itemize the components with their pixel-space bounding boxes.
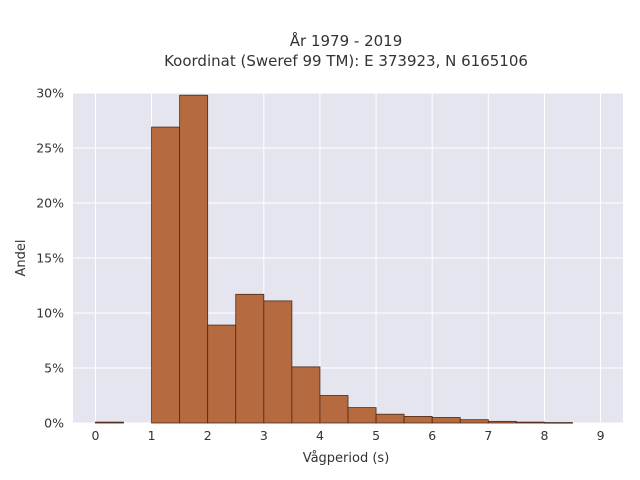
- x-tick-label: 3: [260, 428, 268, 443]
- chart-title-line2: Koordinat (Sweref 99 TM): E 373923, N 61…: [164, 52, 528, 70]
- bar-layer: [95, 94, 573, 424]
- x-tick-label: 1: [148, 428, 156, 443]
- histogram-bar: [207, 324, 237, 424]
- histogram-bar: [347, 407, 377, 424]
- y-tick-label: 5%: [44, 361, 64, 376]
- x-tick-labels: 0 1 2 3 4 5 6 7 8 9: [91, 428, 604, 443]
- histogram-bar: [319, 395, 349, 424]
- y-tick-label: 0%: [44, 416, 64, 431]
- x-tick-label: 2: [204, 428, 212, 443]
- x-tick-label: 9: [597, 428, 605, 443]
- histogram-bar: [515, 421, 545, 424]
- y-tick-label: 10%: [36, 306, 64, 321]
- histogram-bar: [263, 300, 293, 424]
- histogram-bar: [544, 422, 573, 424]
- histogram-bar: [459, 419, 489, 424]
- y-tick-label: 20%: [36, 196, 64, 211]
- x-tick-label: 4: [316, 428, 324, 443]
- x-tick-label: 5: [372, 428, 380, 443]
- y-tick-label: 30%: [36, 86, 64, 101]
- histogram-bar: [179, 94, 209, 424]
- histogram-bar: [431, 417, 461, 424]
- histogram-bar: [375, 413, 405, 424]
- x-tick-label: 0: [91, 428, 99, 443]
- y-tick-label: 25%: [36, 141, 64, 156]
- y-tick-labels: 0% 5% 10% 15% 20% 25% 30%: [36, 86, 64, 431]
- histogram-bar: [291, 366, 321, 424]
- x-tick-label: 8: [540, 428, 548, 443]
- chart-title-line1: År 1979 - 2019: [290, 31, 403, 50]
- x-tick-label: 7: [484, 428, 492, 443]
- histogram-bar: [151, 126, 181, 424]
- histogram-bar: [487, 420, 517, 424]
- x-axis-label: Vågperiod (s): [303, 451, 390, 466]
- y-tick-label: 15%: [36, 251, 64, 266]
- y-axis-label: Andel: [14, 240, 29, 277]
- histogram-bar: [235, 293, 265, 424]
- histogram-bar: [403, 415, 433, 424]
- histogram-bar: [95, 421, 124, 424]
- x-tick-label: 6: [428, 428, 436, 443]
